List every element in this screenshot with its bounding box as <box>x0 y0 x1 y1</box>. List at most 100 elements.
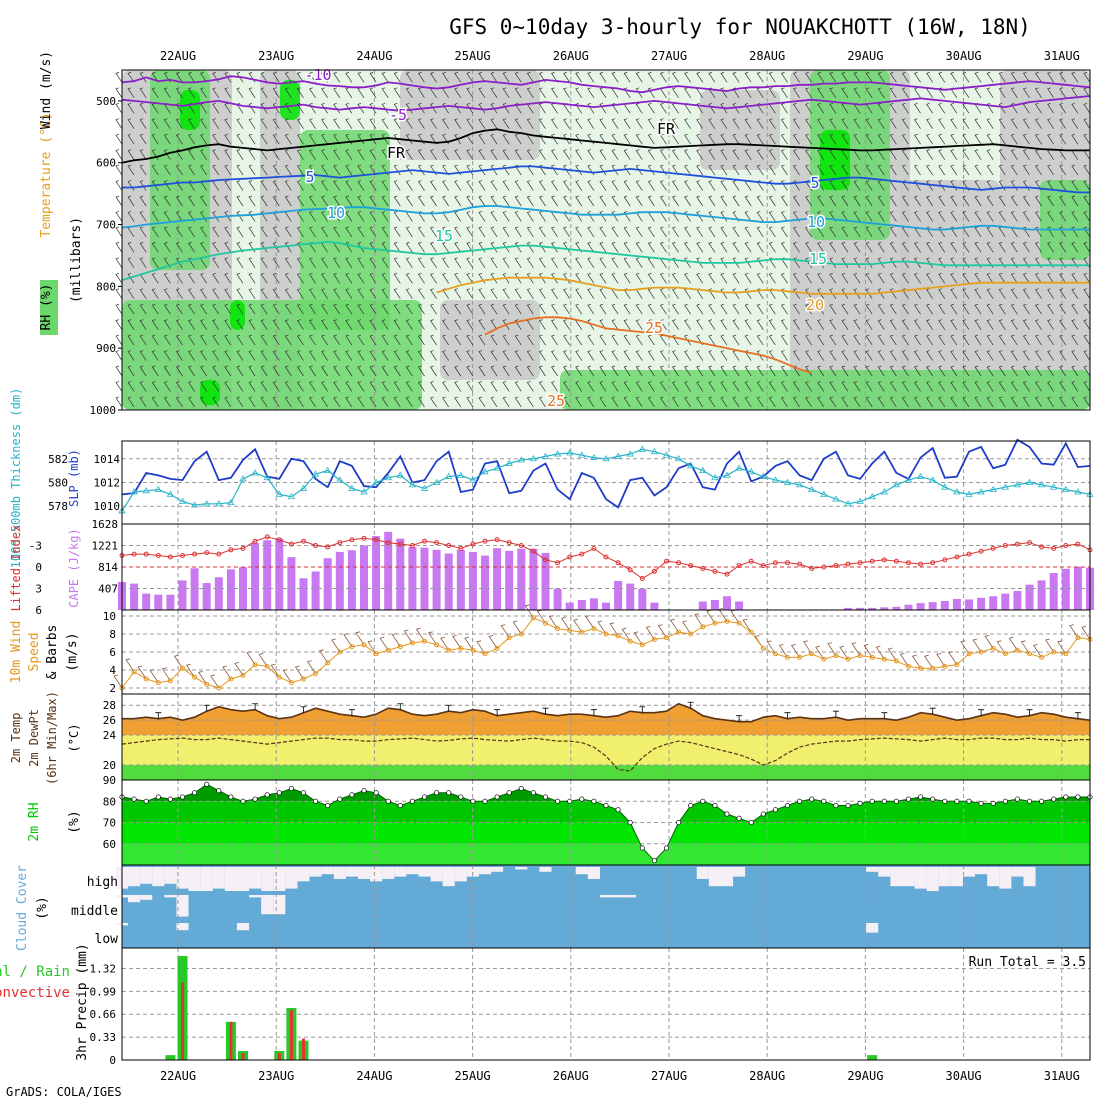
wind-barb <box>720 242 728 253</box>
thickness-marker <box>1074 488 1082 495</box>
wind-barb <box>538 133 546 145</box>
wind-barb <box>696 350 704 361</box>
cape-bar <box>493 548 502 610</box>
isotherm-label: 25 <box>547 392 565 410</box>
wind-barb <box>381 242 389 253</box>
wind-barb <box>756 365 764 377</box>
wind-barb <box>744 381 752 392</box>
wind-barb <box>720 350 728 361</box>
wind-barb <box>744 164 752 176</box>
wind-barb <box>756 133 764 145</box>
wind-barb <box>805 381 812 392</box>
wind-speed-marker <box>1063 651 1069 657</box>
wind-speed-marker <box>240 672 246 678</box>
temp-maxmin-bar <box>542 707 549 715</box>
wind-barb <box>950 164 958 176</box>
wind-barb <box>296 195 304 207</box>
wind-barb <box>175 164 183 176</box>
wind-barb <box>514 87 522 99</box>
wind-barb <box>260 288 268 299</box>
wind-barb <box>248 396 256 408</box>
rh-marker <box>397 802 403 809</box>
wind-barb <box>405 257 413 269</box>
wind-barb <box>623 272 631 284</box>
cloud-cell-high <box>866 867 879 872</box>
wind-barb <box>333 365 341 377</box>
wind-barb <box>611 319 619 330</box>
wind-barb <box>659 149 667 160</box>
wind-barb <box>224 211 232 222</box>
rh-marker <box>930 796 936 802</box>
wind-barb <box>309 226 316 238</box>
wind-barb <box>1035 334 1042 346</box>
wind-barb <box>720 288 728 299</box>
wind-barb <box>212 195 220 207</box>
wind-barb <box>684 180 691 191</box>
cloud-cell-high <box>188 867 201 891</box>
wind-barb <box>526 303 534 315</box>
thickness-marker <box>880 488 889 495</box>
wind-barb <box>659 180 667 191</box>
wind-barb <box>877 180 885 191</box>
cape-bar <box>1001 593 1010 610</box>
wind-barb <box>175 288 183 299</box>
wind-barb-10m <box>512 620 522 635</box>
wind-barb <box>284 149 292 160</box>
wind-speed-marker <box>131 669 137 675</box>
wind-barb <box>236 226 244 238</box>
wind-barb <box>260 365 268 377</box>
wind-barb <box>502 334 510 346</box>
wind-barb <box>672 149 679 160</box>
wind-barb <box>914 133 921 145</box>
wind-barb <box>442 303 449 315</box>
wind-speed-marker <box>180 665 185 671</box>
cape-bar <box>517 548 526 610</box>
cloud-cell-high <box>442 867 455 887</box>
wind-barb-10m <box>645 626 655 640</box>
wind-barb <box>514 242 522 253</box>
ylabel-rh-units: (%) <box>67 810 82 833</box>
wind-barb <box>188 195 195 207</box>
wind-barb <box>345 288 353 299</box>
wind-barb <box>514 319 522 330</box>
date-label-top: 29AUG <box>847 49 883 63</box>
li-marker <box>954 554 960 560</box>
wind-barb <box>829 72 837 83</box>
cape-bar <box>456 549 465 610</box>
wind-barb <box>502 396 510 408</box>
wind-speed-marker <box>349 644 355 650</box>
wind-barb <box>877 195 885 207</box>
rh-marker <box>615 807 621 813</box>
wind-barb <box>260 87 268 99</box>
wind-barb <box>139 102 147 114</box>
wind-barb <box>1035 118 1042 129</box>
wind-speed-marker <box>385 647 391 653</box>
wind-barb <box>284 381 292 392</box>
wind-barb <box>248 118 256 129</box>
cloud-cell-high <box>539 867 552 872</box>
wind-barb <box>926 350 933 361</box>
wind-barb <box>1071 381 1079 392</box>
wind-barb <box>345 118 353 129</box>
wind-barb <box>853 272 861 284</box>
cape-bar <box>928 602 937 610</box>
wind-barb <box>236 381 244 392</box>
wind-barb <box>901 102 909 114</box>
wind-barb <box>514 396 522 408</box>
wind-barb <box>163 211 171 222</box>
wind-barb <box>599 334 607 346</box>
wind-barb <box>684 164 691 176</box>
wind-barb <box>151 164 159 176</box>
cape-bar <box>541 552 550 610</box>
wind-barb <box>393 396 401 408</box>
tick-label: 4 <box>109 664 116 677</box>
wind-barb <box>889 288 897 299</box>
wind-barb <box>901 118 909 129</box>
precip-convective-bar <box>229 1021 233 1060</box>
wind-barb <box>272 303 280 315</box>
precip-legend-convective: Convective <box>0 985 70 1001</box>
wind-barb <box>442 72 449 83</box>
wind-barb <box>502 164 510 176</box>
wind-barb <box>139 334 147 346</box>
